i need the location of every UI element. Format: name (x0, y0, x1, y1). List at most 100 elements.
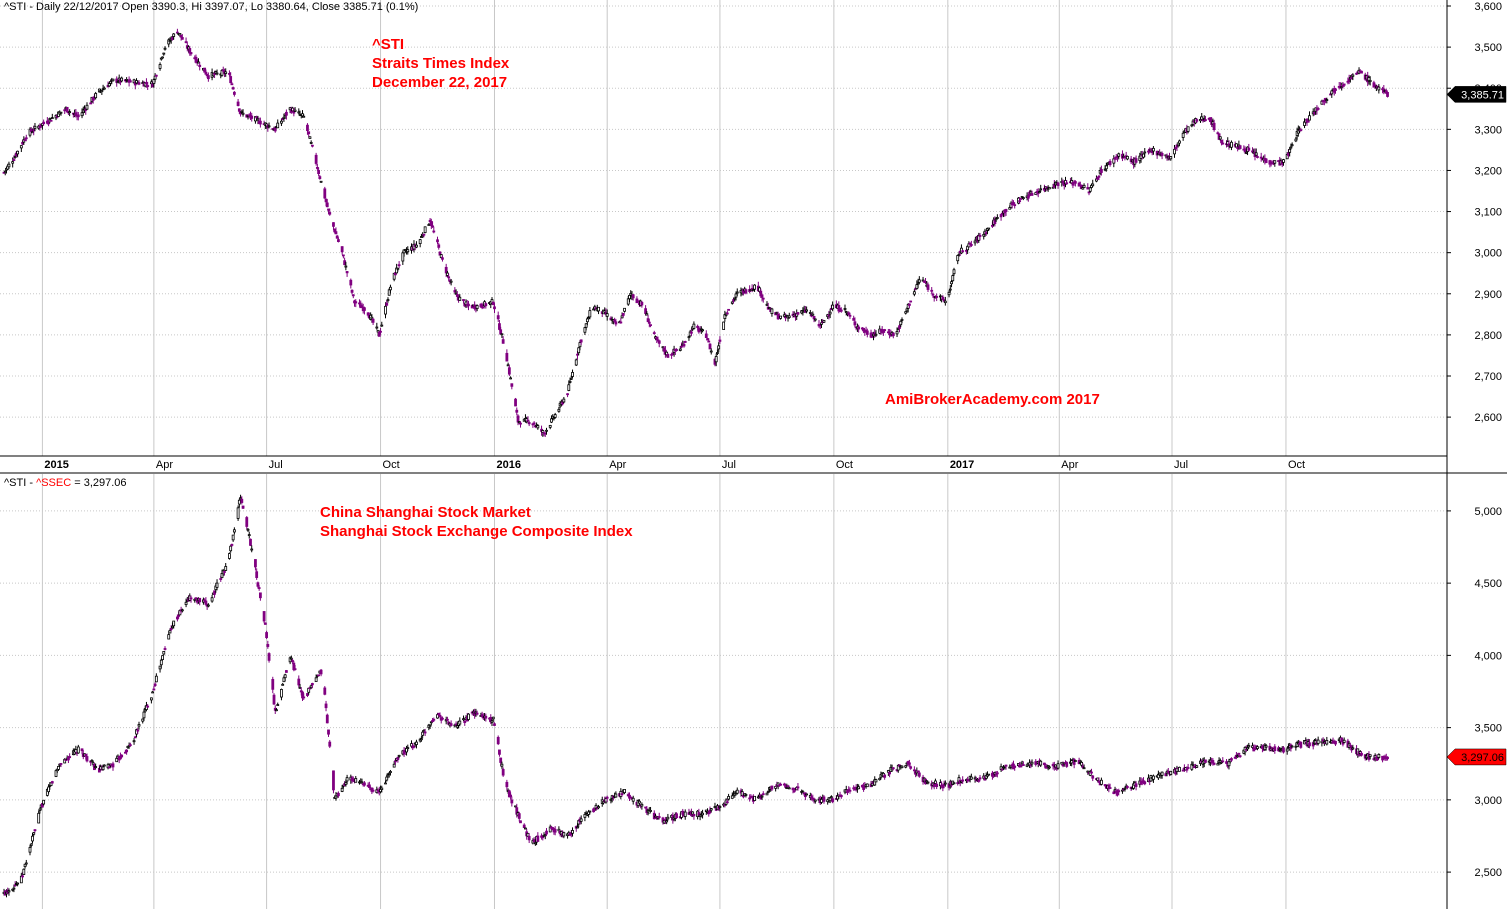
candle-body (655, 337, 659, 340)
candle-body (977, 779, 981, 782)
candle-body (152, 688, 156, 691)
candle (898, 324, 901, 333)
candle (163, 46, 167, 51)
candle-body (169, 627, 173, 630)
candle (995, 770, 999, 778)
ssec-last-value-tag-shape (1446, 748, 1507, 766)
candle (848, 312, 852, 320)
candle-body (366, 312, 370, 316)
candle (153, 682, 157, 687)
candle-body (661, 346, 665, 349)
candle-body (761, 793, 765, 796)
candle-body (1026, 195, 1030, 199)
candle-body (180, 37, 184, 40)
candle-body (770, 785, 774, 790)
candle-body (509, 377, 512, 380)
candle-body (47, 786, 50, 793)
candle-body (588, 810, 592, 813)
candle-body (597, 806, 600, 809)
candle-body (65, 106, 69, 113)
candle (1221, 139, 1225, 145)
candle (467, 713, 470, 721)
candle (619, 318, 623, 324)
candle-body (904, 311, 908, 314)
candle-body (1308, 115, 1311, 121)
candle-body (484, 715, 488, 719)
candle (496, 735, 500, 746)
candle-body (792, 790, 796, 793)
candle-body (1143, 781, 1147, 785)
candle (536, 424, 540, 430)
candle-body (280, 689, 283, 698)
candle (517, 811, 521, 822)
candle-body (1034, 192, 1038, 195)
y-tick-label: 4,500 (1474, 578, 1502, 590)
candle-body (727, 796, 730, 800)
candle-body (1104, 165, 1108, 170)
candle-body (258, 120, 262, 125)
candle-body (50, 781, 54, 784)
candle (843, 304, 847, 312)
candle-body (1377, 86, 1381, 91)
candle (698, 814, 702, 821)
candle (631, 795, 635, 805)
candle-body (1204, 119, 1207, 122)
candle (1259, 152, 1263, 162)
candle-body (327, 208, 330, 211)
candle-body (1386, 92, 1389, 97)
candle-body (341, 254, 345, 257)
candle-body (896, 328, 900, 331)
candle (236, 98, 240, 107)
y-tick-label: 3,500 (1474, 42, 1502, 54)
candle-body (387, 289, 391, 296)
candle (500, 333, 504, 338)
candle (611, 318, 615, 325)
candle (735, 288, 739, 297)
candle-body (293, 668, 297, 671)
candle-body (311, 683, 314, 686)
candle (422, 233, 426, 238)
candle-body (1117, 790, 1121, 793)
candle (1195, 118, 1199, 124)
candle-body (514, 805, 517, 808)
candle-body (924, 281, 927, 284)
candle-body (1185, 768, 1189, 771)
ssec-header-suffix: = 3,297.06 (71, 477, 127, 489)
y-tick-label: 3,100 (1474, 207, 1502, 219)
candle-body (904, 765, 908, 768)
candle-body (161, 655, 164, 660)
candle-body (354, 301, 358, 304)
candle-body (332, 770, 335, 791)
candle-body (307, 131, 311, 135)
candle-body (386, 299, 390, 301)
candle-body (397, 264, 401, 267)
candle-body (7, 890, 11, 893)
candle (1039, 184, 1043, 192)
ssec-annotation: China Shanghai Stock Market Shanghai Sto… (320, 503, 633, 541)
candle (605, 795, 609, 803)
candle-body (973, 240, 977, 244)
candle-body (449, 280, 453, 283)
candle-body (13, 884, 17, 887)
candle-body (956, 255, 960, 262)
candle-body (820, 798, 823, 803)
candle-body (33, 829, 37, 832)
candle (24, 859, 28, 866)
candle (501, 767, 505, 777)
candle (1100, 777, 1103, 786)
candle-body (908, 303, 911, 306)
candle (900, 317, 904, 324)
candle-body (1236, 755, 1240, 758)
candle (128, 742, 132, 747)
ssec-header-prefix: ^STI - (4, 477, 37, 489)
candle (796, 312, 800, 316)
candle-body (229, 76, 233, 84)
candle (704, 330, 708, 339)
candle (7, 888, 11, 896)
candle-body (692, 813, 696, 817)
sti-y-axis: 2,600 2,700 2,800 2,900 3,000 3,100 3,200 3,300… (1447, 1, 1502, 424)
candle (640, 802, 644, 810)
candle-body (577, 347, 581, 354)
candle (228, 70, 231, 77)
candle-body (432, 718, 436, 721)
